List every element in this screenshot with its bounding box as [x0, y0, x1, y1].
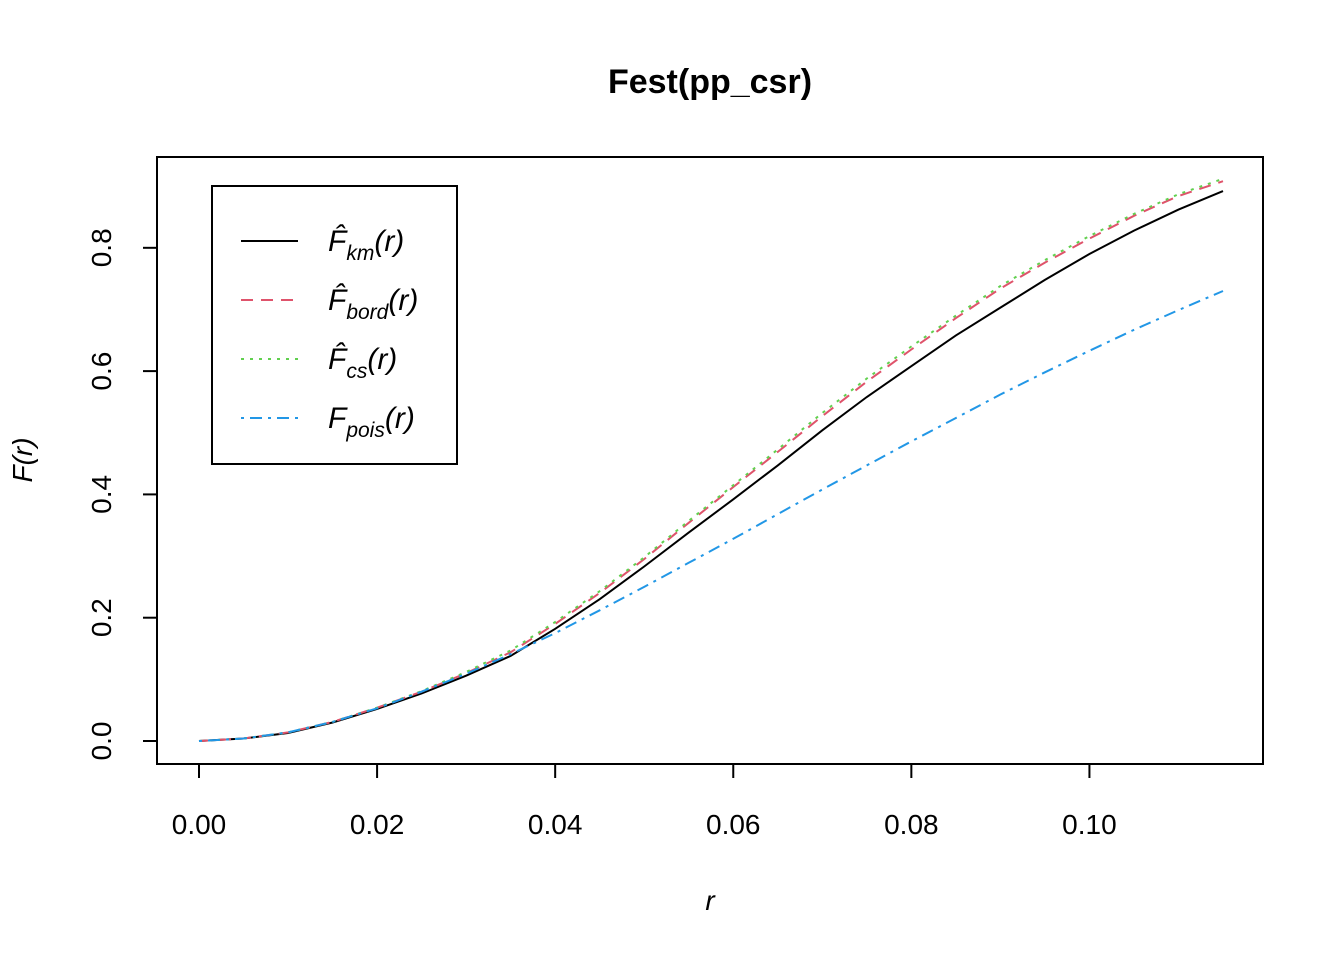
legend-label-subscript: cs: [346, 360, 368, 383]
x-axis-label: r: [705, 885, 716, 916]
legend-label-arg: (r): [374, 225, 404, 258]
y-tick-label: 0.4: [86, 475, 117, 514]
chart-title: Fest(pp_csr): [608, 63, 812, 101]
series-line-cs: [198, 177, 1224, 742]
y-tick-label: 0.0: [86, 722, 117, 761]
y-tick-label: 0.8: [86, 228, 117, 267]
legend-label-subscript: bord: [346, 301, 389, 324]
x-tick-label: 0.04: [528, 809, 583, 840]
y-tick-label: 0.6: [86, 352, 117, 391]
x-tick-label: 0.00: [172, 809, 227, 840]
legend-label-subscript: km: [346, 242, 374, 265]
legend-label-km: F̂km(r): [328, 225, 404, 265]
legend-label-bord: F̂bord(r): [328, 284, 418, 324]
series-line-pois: [198, 290, 1224, 742]
x-tick-label: 0.10: [1062, 809, 1117, 840]
series-layer: [198, 177, 1224, 742]
legend-label-main: F̂: [328, 225, 348, 258]
legend-label-cs: F̂cs(r): [328, 343, 397, 383]
legend-label-arg: (r): [388, 284, 418, 317]
legend-label-pois: Fpois(r): [328, 402, 415, 442]
y-tick-label: 0.2: [86, 598, 117, 637]
legend-label-main: F: [328, 402, 348, 435]
legend-label-main: F̂: [328, 343, 348, 376]
y-axis-label: F(r): [7, 437, 38, 482]
axes: 0.00 0.02 0.04 0.06 0.08 0.10 0.0 0.2 0.4 0.6 0.8: [86, 228, 1117, 840]
legend-label-subscript: pois: [345, 419, 385, 442]
legend-items: F̂km(r)F̂bord(r)F̂cs(r)Fpois(r): [241, 225, 418, 442]
x-tick-label: 0.06: [706, 809, 761, 840]
x-tick-label: 0.08: [884, 809, 939, 840]
x-tick-label: 0.02: [350, 809, 405, 840]
legend-label-arg: (r): [385, 402, 415, 435]
legend: F̂km(r)F̂bord(r)F̂cs(r)Fpois(r): [211, 185, 458, 465]
legend-label-main: F̂: [328, 284, 348, 317]
legend-label-arg: (r): [367, 343, 397, 376]
